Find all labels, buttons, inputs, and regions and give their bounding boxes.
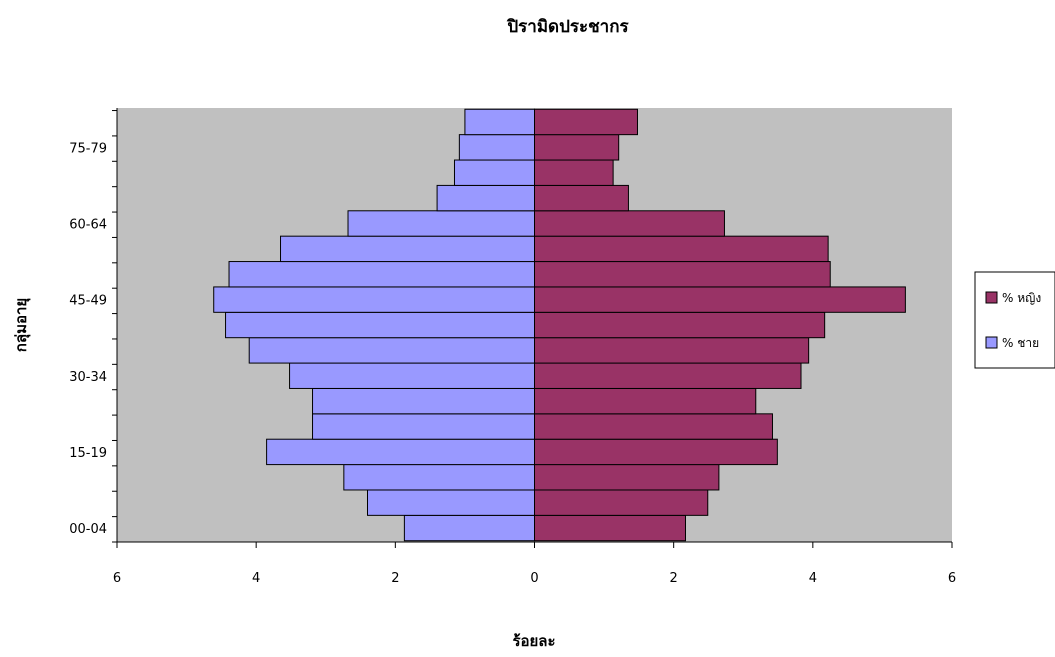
bar-female-9 <box>534 286 906 313</box>
bar-female-0 <box>534 514 686 542</box>
x-axis-title: ร้อยละ <box>512 632 555 650</box>
bar-male-12 <box>347 210 535 237</box>
y-tick-label: 60-64 <box>69 217 107 232</box>
bar-female-3 <box>534 438 778 466</box>
bar-male-16 <box>464 108 535 136</box>
x-tick-label: 2 <box>670 571 678 586</box>
bar-male-14 <box>453 159 535 186</box>
y-tick-label: 00-04 <box>69 522 107 537</box>
bar-male-6 <box>289 362 536 389</box>
bar-female-8 <box>534 311 826 339</box>
y-tick-label: 45-49 <box>69 294 107 309</box>
y-axis-ticks: 00-04 15-19 30-34 45-49 60-64 75-79 <box>69 110 117 543</box>
x-tick-label: 4 <box>252 571 260 586</box>
chart-title: ปิรามิดประชากร <box>506 17 629 37</box>
x-tick-label: 2 <box>391 571 399 586</box>
bar-male-15 <box>458 134 536 161</box>
male-series-bars <box>213 108 536 542</box>
legend-label-female: % หญิง <box>1002 291 1041 305</box>
bar-female-11 <box>534 235 829 263</box>
bar-female-16 <box>534 108 638 136</box>
y-tick-label: 15-19 <box>69 446 107 461</box>
bar-male-7 <box>248 337 535 364</box>
bar-male-9 <box>213 286 536 313</box>
bar-female-14 <box>534 159 614 186</box>
bar-female-15 <box>534 134 620 161</box>
bar-male-5 <box>312 387 536 415</box>
legend-label-male: % ชาย <box>1002 336 1039 350</box>
bar-male-4 <box>312 413 536 440</box>
bar-male-1 <box>367 489 535 516</box>
bar-female-1 <box>534 489 709 516</box>
bar-female-12 <box>534 210 725 237</box>
bar-female-5 <box>534 387 757 415</box>
x-axis-ticks: 6 4 2 0 2 4 6 <box>113 542 956 586</box>
x-tick-label: 4 <box>809 571 817 586</box>
bar-female-6 <box>534 362 802 389</box>
bar-male-11 <box>280 235 536 263</box>
y-tick-label: 75-79 <box>69 141 107 156</box>
bar-male-0 <box>403 514 536 542</box>
female-series-bars <box>534 108 906 542</box>
bar-male-2 <box>343 464 536 491</box>
legend-box <box>974 271 1055 369</box>
bar-male-8 <box>225 311 536 339</box>
y-axis-title: กลุ่มอายุ <box>12 298 31 352</box>
bar-female-7 <box>534 337 810 364</box>
x-tick-label: 0 <box>530 571 538 586</box>
x-tick-label: 6 <box>948 571 956 586</box>
bar-female-10 <box>534 261 831 288</box>
bar-male-10 <box>228 261 535 288</box>
legend-swatch-male <box>985 336 998 349</box>
x-tick-label: 6 <box>113 571 121 586</box>
bar-male-13 <box>436 184 536 212</box>
bar-male-3 <box>266 438 535 466</box>
bar-female-2 <box>534 464 720 491</box>
bar-female-13 <box>534 184 629 212</box>
legend-swatch-female <box>985 291 998 304</box>
y-tick-label: 30-34 <box>69 370 107 385</box>
bar-female-4 <box>534 413 773 440</box>
legend: % หญิง % ชาย <box>974 271 1055 369</box>
